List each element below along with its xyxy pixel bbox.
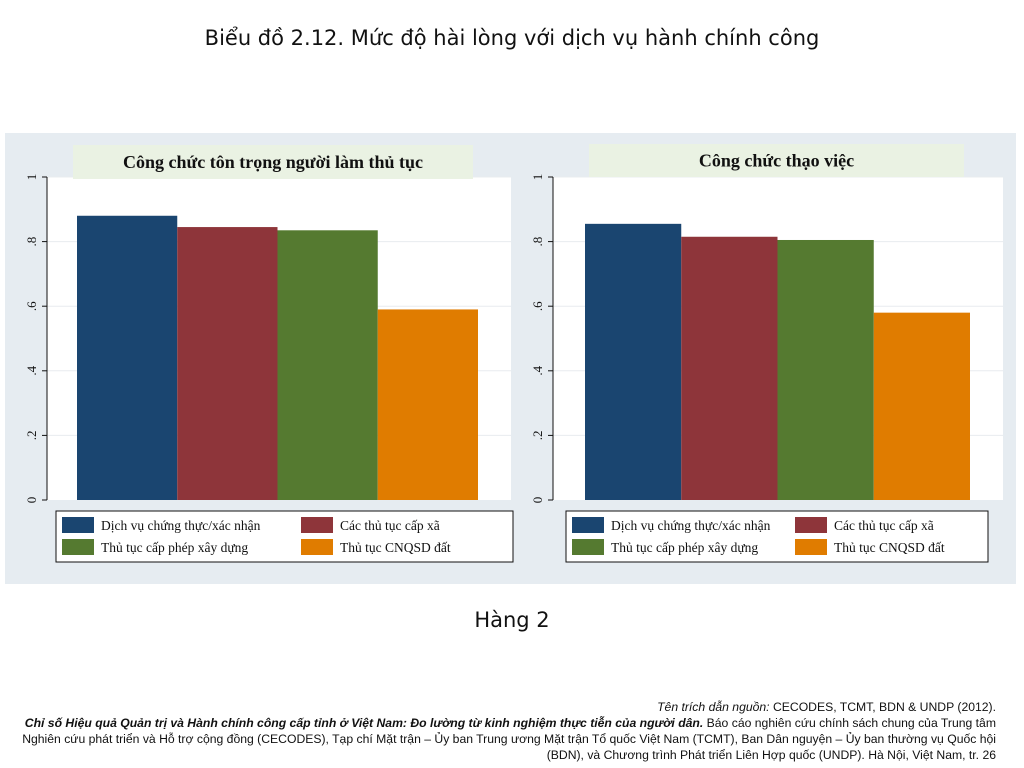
panel-1-legend-swatch-2 — [301, 517, 333, 533]
panel-2-title: Công chức thạo việc — [699, 151, 854, 171]
slide-subtitle: Hàng 2 — [474, 608, 550, 632]
panel-1-y-tick-label: 0 — [24, 497, 39, 504]
panel-2-title-box — [589, 144, 964, 177]
panel-2-legend-label-3: Thủ tục cấp phép xây dựng — [611, 540, 758, 555]
panel-1-y-tick-label: .4 — [24, 365, 39, 375]
panel-1-legend-swatch-3 — [62, 539, 94, 555]
panel-2-legend-label-1: Dịch vụ chứng thực/xác nhận — [611, 518, 771, 533]
panel-2-bar-2 — [681, 236, 778, 500]
panel-1-bar-3 — [277, 230, 378, 501]
panel-2-y-tick-label: .4 — [530, 365, 545, 375]
panel-2-legend-box — [565, 510, 989, 563]
panel-1-legend-swatch-4 — [301, 539, 333, 555]
panel-1-y-tick-label: 1 — [24, 174, 39, 181]
panel-2-legend-swatch-3 — [572, 539, 604, 555]
panel-1-bar-4 — [377, 309, 478, 500]
slide-title: Biểu đồ 2.12. Mức độ hài lòng với dịch v… — [204, 26, 820, 50]
panel-1-y-tick-label: .2 — [24, 431, 39, 441]
panel-1-legend-label-2: Các thủ tục cấp xã — [340, 518, 440, 533]
panel-2-y-tick-label: .2 — [530, 431, 545, 441]
panel-2-legend-swatch-4 — [795, 539, 827, 555]
panel-1-legend-label-3: Thủ tục cấp phép xây dựng — [101, 540, 248, 555]
panel-2-legend-label-4: Thủ tục CNQSD đất — [834, 540, 945, 555]
panel-2-bar-3 — [777, 239, 874, 501]
panel-1-title: Công chức tôn trọng người làm thủ tục — [123, 152, 423, 172]
panel-1-legend-box — [55, 510, 514, 563]
panel-1-legend-label-4: Thủ tục CNQSD đất — [340, 540, 451, 555]
citation-source-authors: CECODES, TCMT, BDN & UNDP (2012). — [769, 700, 996, 714]
citation-line-report: Chỉ số Hiệu quả Quản trị và Hành chính c… — [11, 715, 996, 763]
panel-2-y-tick-label: 0 — [530, 497, 545, 504]
panel-2-y-tick-label: .8 — [530, 237, 545, 247]
citation-report-title: Chỉ số Hiệu quả Quản trị và Hành chính c… — [24, 716, 704, 730]
panel-2-legend-label-2: Các thủ tục cấp xã — [834, 518, 934, 533]
citation-report-detail: Báo cáo nghiên cứu chính sách chung của … — [22, 716, 996, 762]
panel-1-legend-swatch-1 — [62, 517, 94, 533]
citation-line-source: Tên trích dẫn nguồn: CECODES, TCMT, BDN … — [11, 699, 996, 715]
panel-2-y-tick-label: .6 — [530, 301, 545, 311]
panel-1-y-tick-label: .6 — [24, 301, 39, 311]
citation-source-prefix: Tên trích dẫn nguồn: — [657, 700, 770, 714]
panel-1-title-box — [73, 145, 473, 179]
panel-2-y-tick-label: 1 — [530, 174, 545, 181]
panel-1-bar-2 — [177, 227, 278, 500]
panel-1-legend-label-1: Dịch vụ chứng thực/xác nhận — [101, 518, 261, 533]
source-citation: Tên trích dẫn nguồn: CECODES, TCMT, BDN … — [11, 699, 996, 763]
panel-2-legend-swatch-1 — [572, 517, 604, 533]
panel-2-bar-1 — [585, 223, 682, 500]
panel-1-bar-1 — [77, 215, 178, 500]
panel-2-bar-4 — [873, 312, 970, 500]
panel-2-legend-swatch-2 — [795, 517, 827, 533]
panel-1-y-tick-label: .8 — [24, 237, 39, 247]
